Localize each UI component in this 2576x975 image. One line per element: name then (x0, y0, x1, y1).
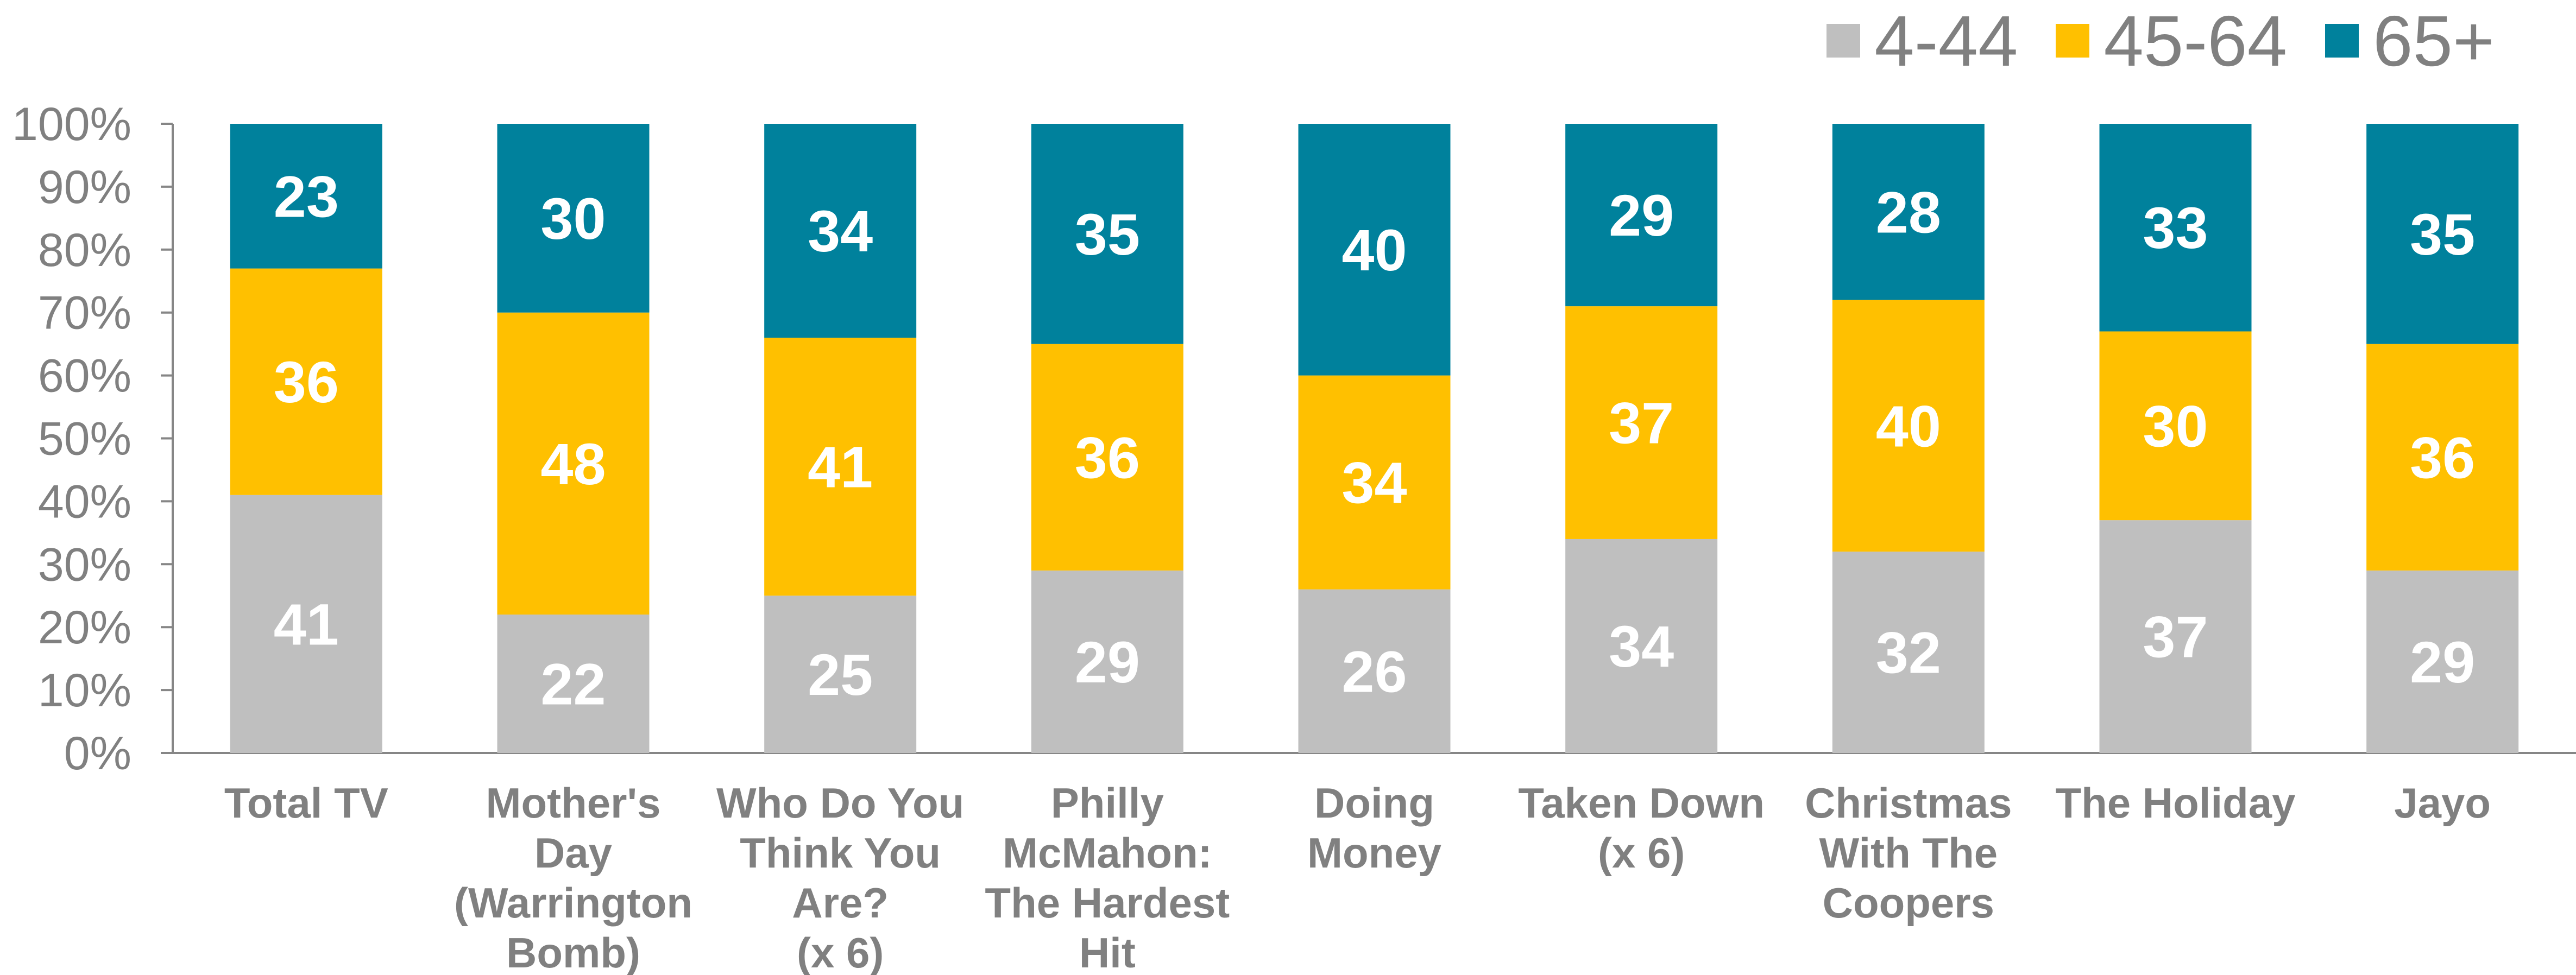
bar-segment-65-plus (2366, 124, 2519, 344)
x-tick-label: Who Do You (716, 779, 964, 827)
data-label: 25 (808, 642, 873, 707)
data-label: 34 (1609, 613, 1674, 679)
bar-segment-45-64 (1031, 344, 1183, 571)
x-tick-label: Are? (792, 879, 889, 927)
x-tick-label: Mother's (486, 779, 661, 827)
legend: 4-44 45-64 65+ (1826, 0, 2495, 81)
bar-segment-65-plus (1565, 124, 1718, 307)
y-tick-label: 40% (38, 476, 131, 528)
data-label: 28 (1876, 179, 1941, 245)
legend-swatch-65-plus (2325, 24, 2359, 58)
y-tick-label: 20% (38, 602, 131, 654)
y-tick-label: 0% (64, 727, 131, 780)
x-tick-label: Total TV (224, 779, 388, 827)
data-label: 37 (1609, 390, 1674, 456)
legend-swatch-4-44 (1826, 24, 1861, 58)
x-tick-label: The Holiday (2055, 779, 2295, 827)
data-label: 33 (2143, 195, 2208, 261)
y-tick-label: 60% (38, 350, 131, 402)
data-label: 37 (2143, 604, 2208, 670)
bar-segment-4-44 (2366, 570, 2519, 753)
data-label: 36 (1075, 425, 1140, 490)
data-label: 30 (540, 186, 606, 251)
data-label: 35 (2410, 201, 2475, 267)
data-label: 36 (274, 349, 339, 415)
bar-segment-45-64 (497, 312, 650, 615)
data-label: 29 (2410, 629, 2475, 695)
x-tick-label: (x 6) (797, 929, 884, 975)
data-label: 30 (2143, 393, 2208, 459)
data-label: 40 (1876, 393, 1941, 459)
y-tick-label: 100% (12, 98, 131, 150)
data-label: 48 (540, 431, 606, 497)
legend-label-45-64: 45-64 (2103, 1, 2288, 81)
bar-segment-65-plus (1031, 124, 1183, 344)
x-tick-label: With The (1819, 829, 1998, 877)
data-label: 22 (540, 651, 606, 717)
x-tick-label: The Hardest (985, 879, 1230, 927)
x-tick-label: Christmas (1805, 779, 2012, 827)
data-label: 41 (274, 591, 339, 657)
bar-segment-4-44 (1298, 589, 1451, 753)
bar-segment-45-64 (2366, 344, 2519, 571)
y-tick-label: 70% (38, 287, 131, 339)
data-label: 40 (1341, 217, 1407, 283)
x-tick-label: Philly (1051, 779, 1164, 827)
y-tick-label: 30% (38, 539, 131, 591)
data-label: 26 (1341, 638, 1407, 704)
y-tick-label: 10% (38, 664, 131, 717)
bar-segment-4-44 (230, 495, 382, 753)
x-tick-label: Jayo (2394, 779, 2491, 827)
bar-segment-65-plus (1298, 124, 1451, 376)
y-tick-label: 80% (38, 224, 131, 276)
bar-segment-45-64 (764, 338, 917, 596)
data-label: 29 (1075, 629, 1140, 695)
bar-segment-45-64 (1565, 306, 1718, 539)
y-tick-label: 50% (38, 413, 131, 465)
bar-segment-4-44 (497, 615, 650, 753)
bar-segment-65-plus (497, 124, 650, 313)
legend-label-65-plus: 65+ (2373, 1, 2495, 81)
bar-segment-65-plus (230, 124, 382, 269)
data-label: 29 (1609, 182, 1674, 248)
x-tick-label: McMahon: (1003, 829, 1212, 877)
bar-segment-65-plus (764, 124, 917, 338)
bar-segment-4-44 (2099, 520, 2252, 753)
bar-segment-4-44 (764, 596, 917, 753)
x-tick-label: Day (534, 829, 612, 877)
legend-item-45-64: 45-64 (2056, 0, 2287, 82)
x-tick-label: Coopers (1823, 879, 1994, 927)
legend-swatch-45-64 (2056, 24, 2090, 58)
x-tick-label: Taken Down (1518, 779, 1765, 827)
bar-segment-4-44 (1565, 539, 1718, 753)
bar-segment-65-plus (2099, 124, 2252, 332)
bar-segment-4-44 (1031, 570, 1183, 753)
data-label: 36 (2410, 425, 2475, 490)
bar-segment-45-64 (1298, 375, 1451, 590)
data-label: 32 (1876, 620, 1941, 686)
bar-segment-45-64 (230, 268, 382, 495)
data-label: 34 (808, 198, 873, 264)
x-tick-label: Money (1307, 829, 1441, 877)
x-tick-label: Bomb) (506, 929, 640, 975)
bar-segment-65-plus (1832, 124, 1985, 300)
data-label: 41 (808, 434, 873, 500)
bar-segment-45-64 (2099, 331, 2252, 521)
legend-label-4-44: 4-44 (1874, 1, 2018, 81)
data-label: 35 (1075, 201, 1140, 267)
x-tick-label: (Warrington (454, 879, 692, 927)
bar-segment-45-64 (1832, 300, 1985, 552)
data-label: 23 (274, 163, 339, 229)
x-tick-label: (x 6) (1598, 829, 1685, 877)
x-tick-label: Hit (1079, 929, 1136, 975)
legend-item-4-44: 4-44 (1826, 0, 2018, 82)
x-tick-label: Think You (740, 829, 941, 877)
legend-item-65-plus: 65+ (2325, 0, 2495, 82)
bar-segment-4-44 (1832, 552, 1985, 753)
data-label: 34 (1341, 450, 1407, 516)
x-tick-label: Doing (1314, 779, 1434, 827)
y-tick-label: 90% (38, 161, 131, 213)
